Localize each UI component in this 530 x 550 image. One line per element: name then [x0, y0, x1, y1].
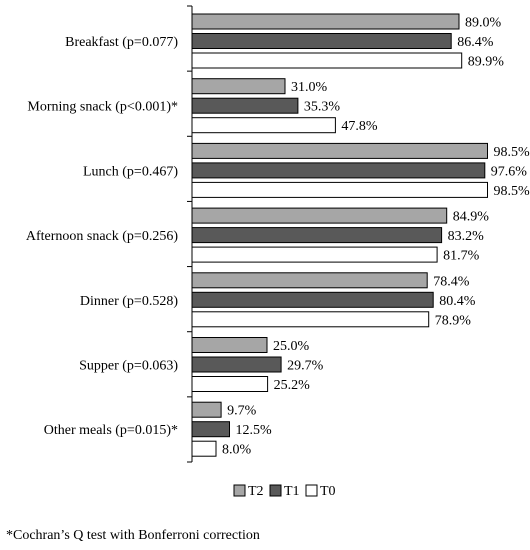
data-label: 86.4% [457, 35, 494, 50]
category-label: Morning snack (p<0.001)* [27, 100, 178, 115]
category-label: Dinner (p=0.528) [80, 294, 178, 309]
data-label: 29.7% [287, 359, 324, 374]
bar-t0 [191, 181, 488, 198]
legend-swatch-t1 [269, 484, 282, 497]
legend-label: T2 [248, 484, 264, 499]
bar-t1 [191, 33, 452, 49]
bar-t1 [191, 356, 282, 373]
data-label: 84.9% [453, 210, 490, 225]
bar-t2 [191, 78, 286, 95]
legend-swatch-t0 [305, 484, 318, 497]
data-label: 97.6% [491, 164, 528, 179]
legend-label: T0 [320, 484, 336, 499]
data-label: 83.2% [448, 229, 485, 244]
bar-t2 [191, 272, 428, 289]
data-label: 98.5% [494, 145, 530, 160]
legend-label: T1 [284, 484, 300, 499]
data-label: 25.2% [274, 378, 311, 393]
bar-t0 [191, 52, 463, 69]
category-label: Breakfast (p=0.077) [65, 35, 178, 50]
data-label: 98.5% [494, 184, 530, 199]
bar-t0 [191, 376, 269, 392]
data-label: 78.9% [435, 313, 472, 328]
data-label: 25.0% [273, 339, 310, 354]
bar-t1 [191, 227, 443, 244]
category-label: Supper (p=0.063) [79, 359, 178, 374]
bar-t0 [191, 440, 217, 457]
data-label: 12.5% [236, 423, 273, 438]
bar-t2 [191, 207, 448, 224]
data-label: 8.0% [222, 443, 252, 458]
data-label: 81.7% [443, 249, 480, 264]
data-label: 9.7% [227, 404, 257, 419]
bar-t2 [191, 337, 268, 353]
bar-t1 [191, 97, 299, 114]
category-label: Afternoon snack (p=0.256) [26, 229, 178, 244]
data-label: 47.8% [341, 119, 378, 134]
bar-t2 [191, 142, 488, 159]
data-label: 35.3% [304, 100, 341, 115]
bar-t2 [191, 401, 222, 418]
legend-swatch-t2 [233, 484, 246, 497]
category-label: Lunch (p=0.467) [83, 164, 178, 179]
data-label: 89.0% [465, 16, 502, 31]
bar-t0 [191, 117, 336, 134]
data-label: 78.4% [433, 274, 470, 289]
bar-t0 [191, 246, 438, 263]
meal-frequency-chart: Breakfast (p=0.077) 89.0% 86.4% 89.9% Mornin… [26, 5, 530, 499]
data-label: 31.0% [291, 80, 328, 95]
bar-t1 [191, 162, 486, 179]
bar-t1 [191, 421, 230, 438]
data-label: 80.4% [439, 294, 476, 309]
bar-t0 [191, 311, 430, 328]
data-label: 89.9% [468, 55, 505, 70]
bar-t1 [191, 291, 434, 308]
footnote: *Cochran’s Q test with Bonferroni correc… [6, 528, 260, 543]
category-label: Other meals (p=0.015)* [44, 423, 178, 438]
bar-t2 [191, 13, 460, 30]
